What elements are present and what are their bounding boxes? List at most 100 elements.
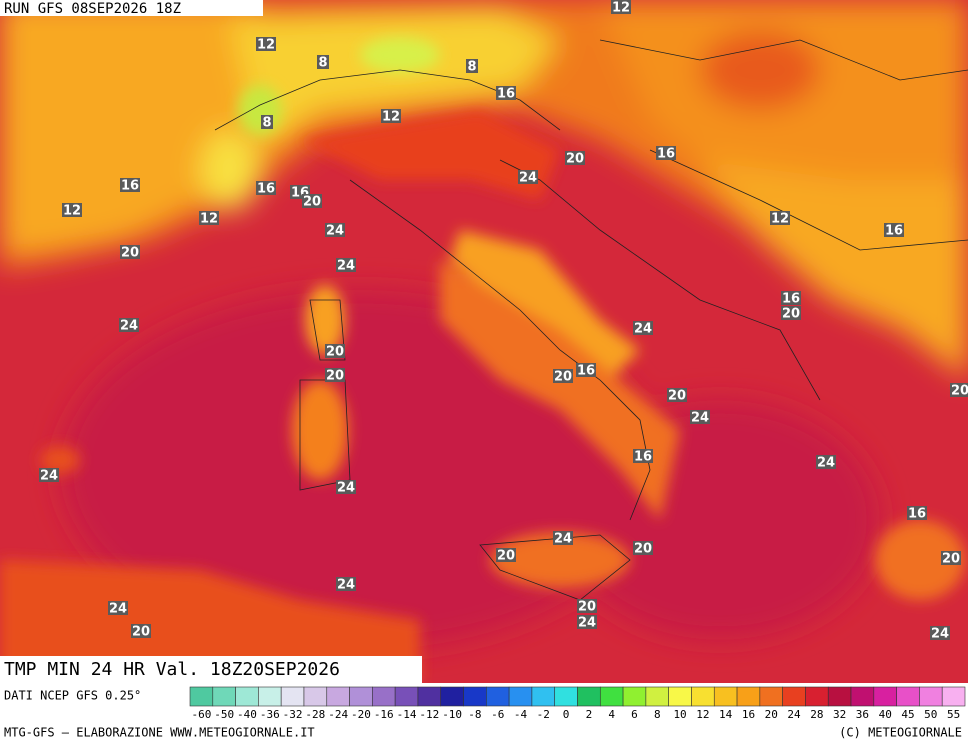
contour-label-bg — [317, 55, 329, 69]
contour-label: 20 — [497, 549, 515, 564]
contour-label: 24 — [120, 319, 138, 334]
contour-label-bg — [199, 211, 219, 225]
contour-label: 16 — [657, 147, 675, 162]
contour-label: 12 — [200, 212, 218, 227]
contour-label-bg — [816, 455, 836, 469]
contour-label-bg — [553, 531, 573, 545]
contour-label-bg — [496, 86, 516, 100]
contour-label-bg — [325, 368, 345, 382]
contour-label: 24 — [337, 578, 355, 593]
contour-label-bg — [553, 369, 573, 383]
contour-label-bg — [633, 541, 653, 555]
contour-label: 16 — [634, 450, 652, 465]
colorbar-box — [486, 686, 510, 707]
contour-label: 20 — [782, 307, 800, 322]
colorbar-box — [508, 686, 533, 707]
colorbar-tick-label: 40 — [879, 708, 892, 721]
contour-label: 20 — [121, 246, 139, 261]
colorbar-box — [258, 686, 282, 707]
colorbar-tick-label: 0 — [563, 708, 570, 721]
title-box — [0, 656, 422, 683]
contour-label: 24 — [691, 411, 709, 426]
contour-label: 24 — [109, 602, 127, 617]
colorbar-tick-label: -24 — [328, 708, 348, 721]
contour-label-bg — [120, 178, 140, 192]
colorbar-box — [827, 686, 852, 707]
colorbar-tick-label: 45 — [901, 708, 914, 721]
contour-label: 8 — [467, 60, 476, 75]
colorbar-tick-label: 12 — [696, 708, 709, 721]
colorbar-box — [212, 686, 236, 707]
contour-label: 16 — [497, 87, 515, 102]
colorbar-tick-label: -40 — [237, 708, 257, 721]
contour-label-bg — [325, 223, 345, 237]
contour-label-bg — [577, 615, 597, 629]
colorbar-box — [303, 686, 328, 707]
contour-label: 20 — [668, 389, 686, 404]
colorbar-box — [941, 686, 966, 707]
colorbar-tick-label: -4 — [514, 708, 528, 721]
map-field — [0, 0, 968, 683]
contour-label: 24 — [931, 627, 949, 642]
colorbar-tick-label: 16 — [742, 708, 755, 721]
colorbar-box — [189, 686, 214, 707]
colorbar-box — [850, 686, 875, 707]
colorbar-box — [417, 686, 442, 707]
colorbar-tick-label: 32 — [833, 708, 846, 721]
contour-label-bg — [781, 291, 801, 305]
contour-label-bg — [565, 151, 585, 165]
contour-label: 20 — [326, 345, 344, 360]
colorbar-tick-label: -6 — [491, 708, 504, 721]
contour-label: 24 — [817, 456, 835, 471]
contour-label: 20 — [554, 370, 572, 385]
contour-label-bg — [131, 624, 151, 638]
colorbar-tick-label: 50 — [924, 708, 937, 721]
colorbar-tick-label: 2 — [586, 708, 593, 721]
contour-label: 20 — [326, 369, 344, 384]
colorbar-box — [599, 686, 624, 707]
colorbar-tick-label: -36 — [260, 708, 280, 721]
colorbar-box — [326, 686, 350, 707]
credit-right: (C) METEOGIORNALE — [839, 726, 962, 740]
contour-label-bg — [656, 146, 676, 160]
colorbar-box — [349, 686, 373, 707]
colorbar-box — [463, 686, 487, 707]
contour-label-bg — [261, 115, 273, 129]
colorbar-tick-label: 55 — [947, 708, 960, 721]
contour-label-bg — [576, 363, 596, 377]
contour-label-bg — [781, 306, 801, 320]
colorbar-tick-label: -14 — [397, 708, 417, 721]
colorbar-tick-label: 20 — [765, 708, 778, 721]
colorbar-box — [577, 686, 601, 707]
colorbar-box — [280, 686, 305, 707]
contour-label-bg — [633, 449, 653, 463]
contour-label-bg — [518, 170, 538, 184]
contour-label: 20 — [303, 195, 321, 210]
colorbar-box — [691, 686, 715, 707]
contour-label: 24 — [337, 481, 355, 496]
contour-label: 20 — [951, 384, 968, 399]
contour-label-bg — [256, 37, 276, 51]
colorbar-box — [554, 686, 578, 707]
colorbar-tick-label: 24 — [787, 708, 801, 721]
contour-label-bg — [930, 626, 950, 640]
contour-label-bg — [466, 59, 478, 73]
colorbar-tick-label: 36 — [856, 708, 869, 721]
contour-label: 20 — [132, 625, 150, 640]
colorbar-tick-label: -28 — [305, 708, 325, 721]
contour-label: 8 — [262, 116, 271, 131]
colorbar-box — [919, 686, 943, 707]
contour-label: 16 — [908, 507, 926, 522]
colorbar-box — [782, 686, 806, 707]
contour-label: 12 — [257, 38, 275, 53]
contour-label: 12 — [612, 1, 630, 16]
contour-label-bg — [633, 321, 653, 335]
colorbar-box — [759, 686, 783, 707]
colorbar-tick-label: 8 — [654, 708, 661, 721]
colorbar-tick-label: -16 — [374, 708, 394, 721]
contour-label: 24 — [578, 616, 596, 631]
contour-label-bg — [336, 258, 356, 272]
colorbar-tick-label: -8 — [468, 708, 481, 721]
contour-label: 12 — [771, 212, 789, 227]
contour-label: 8 — [318, 56, 327, 71]
